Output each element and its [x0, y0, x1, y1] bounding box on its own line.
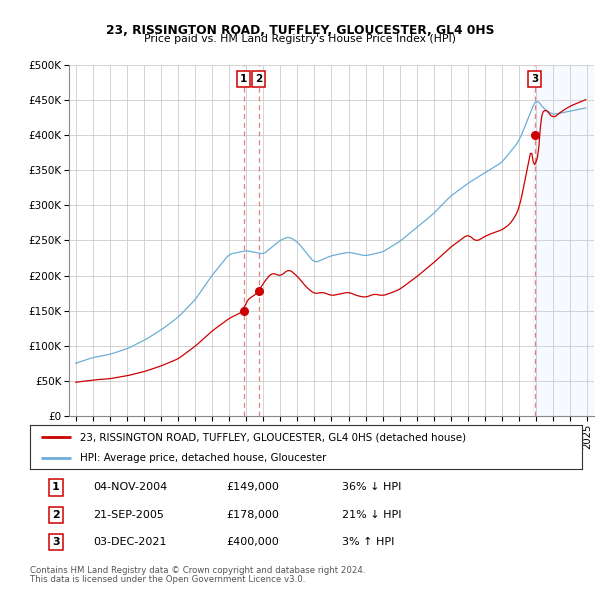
- Text: 1: 1: [240, 74, 247, 84]
- Text: 3: 3: [52, 537, 60, 547]
- Text: £178,000: £178,000: [226, 510, 279, 520]
- Text: £400,000: £400,000: [226, 537, 279, 547]
- Text: HPI: Average price, detached house, Gloucester: HPI: Average price, detached house, Glou…: [80, 453, 326, 463]
- Text: 03-DEC-2021: 03-DEC-2021: [94, 537, 167, 547]
- Text: 36% ↓ HPI: 36% ↓ HPI: [342, 483, 401, 493]
- Text: 21-SEP-2005: 21-SEP-2005: [94, 510, 164, 520]
- Text: 3% ↑ HPI: 3% ↑ HPI: [342, 537, 394, 547]
- Text: 04-NOV-2004: 04-NOV-2004: [94, 483, 168, 493]
- Text: 2: 2: [52, 510, 60, 520]
- Text: 23, RISSINGTON ROAD, TUFFLEY, GLOUCESTER, GL4 0HS (detached house): 23, RISSINGTON ROAD, TUFFLEY, GLOUCESTER…: [80, 432, 466, 442]
- Bar: [533, 65, 594, 416]
- Text: £149,000: £149,000: [226, 483, 279, 493]
- Text: Contains HM Land Registry data © Crown copyright and database right 2024.: Contains HM Land Registry data © Crown c…: [30, 566, 365, 575]
- Text: 21% ↓ HPI: 21% ↓ HPI: [342, 510, 401, 520]
- Text: 3: 3: [531, 74, 538, 84]
- Text: Price paid vs. HM Land Registry's House Price Index (HPI): Price paid vs. HM Land Registry's House …: [144, 34, 456, 44]
- Text: 1: 1: [52, 483, 60, 493]
- Text: 23, RISSINGTON ROAD, TUFFLEY, GLOUCESTER, GL4 0HS: 23, RISSINGTON ROAD, TUFFLEY, GLOUCESTER…: [106, 24, 494, 37]
- Text: 2: 2: [255, 74, 262, 84]
- Text: This data is licensed under the Open Government Licence v3.0.: This data is licensed under the Open Gov…: [30, 575, 305, 584]
